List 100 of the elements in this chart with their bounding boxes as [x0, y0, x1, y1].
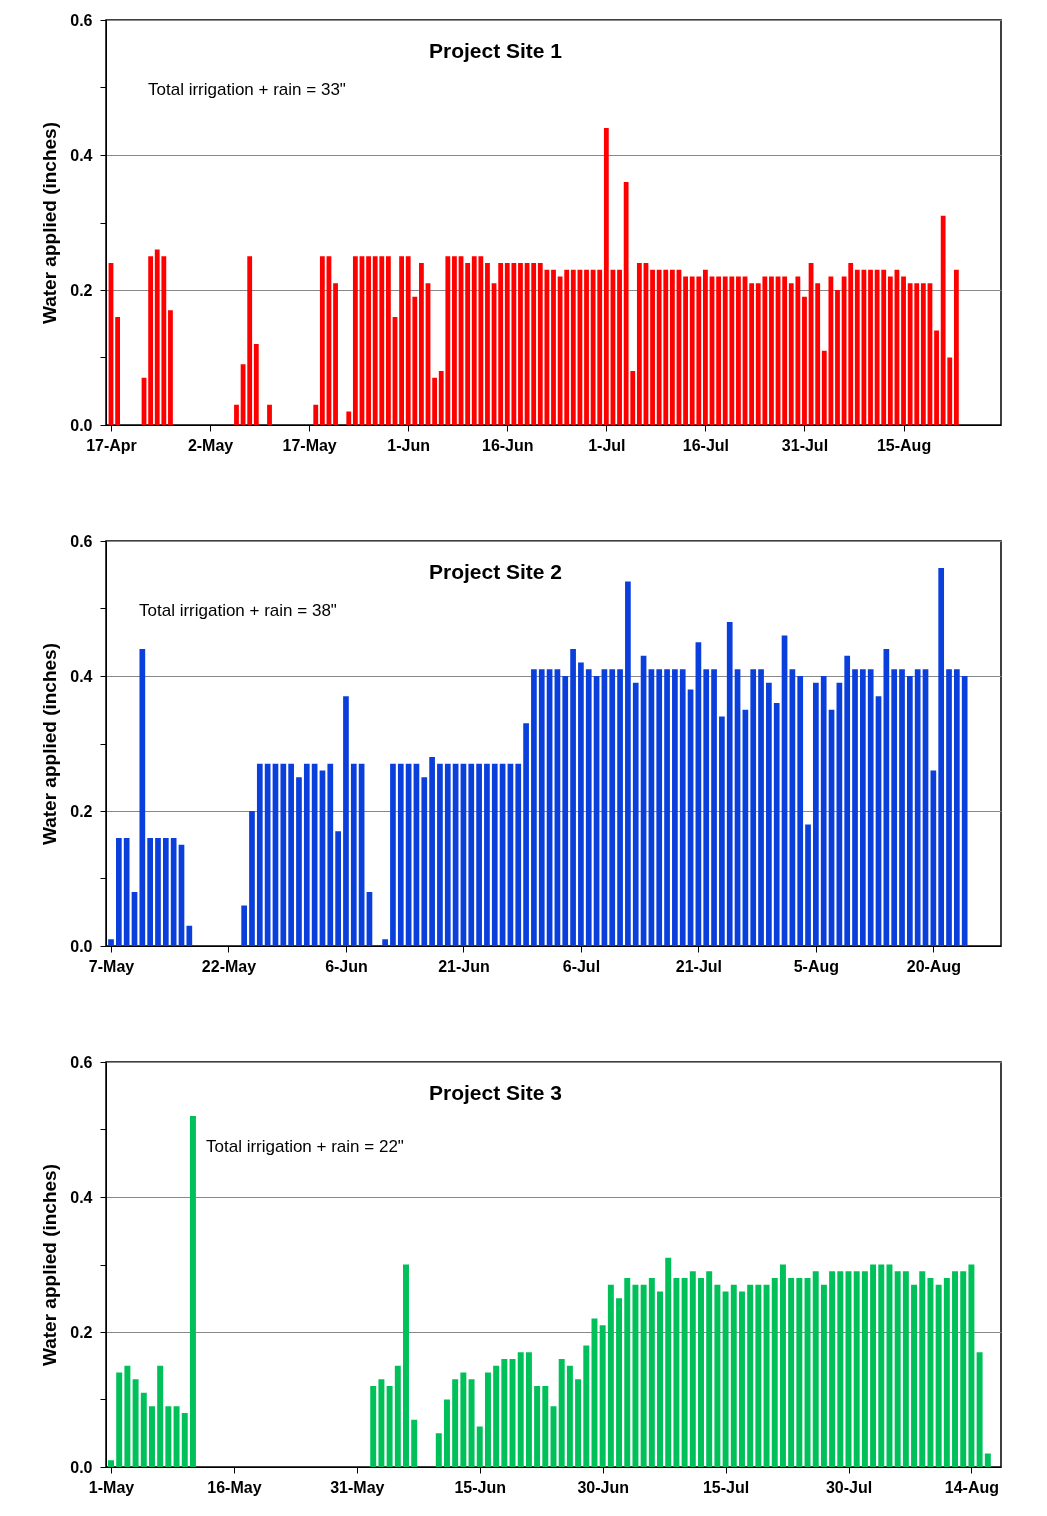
bar: [476, 763, 482, 946]
bar: [755, 1284, 762, 1467]
bar: [366, 256, 371, 425]
bar: [411, 1419, 418, 1467]
bar: [140, 1392, 147, 1467]
bar: [189, 1116, 196, 1467]
bar: [837, 1271, 844, 1467]
bar: [769, 276, 774, 425]
bar: [186, 925, 193, 946]
bar: [517, 1352, 524, 1467]
bar: [162, 838, 169, 946]
bar: [961, 676, 968, 946]
bar: [953, 669, 960, 946]
bar: [468, 763, 475, 946]
bar: [531, 263, 537, 425]
bar: [782, 276, 788, 425]
bar: [382, 939, 388, 946]
bar: [465, 263, 471, 425]
bar: [403, 1264, 409, 1467]
bar: [296, 777, 302, 946]
bar: [976, 1352, 983, 1467]
bar: [534, 1386, 541, 1467]
bar: [805, 824, 811, 946]
bar: [636, 263, 642, 425]
bar: [319, 256, 325, 425]
bar: [452, 1379, 459, 1467]
bar: [927, 1278, 934, 1467]
bar: [181, 1413, 188, 1467]
bar: [313, 404, 319, 425]
bar: [771, 1278, 778, 1467]
bar: [861, 1271, 868, 1467]
bar: [165, 1406, 172, 1467]
bar: [886, 1264, 893, 1467]
bar: [722, 1291, 729, 1467]
bar: [648, 1278, 655, 1467]
bar: [736, 276, 741, 425]
y-tick-label: 0.2: [70, 281, 93, 299]
bar: [419, 263, 424, 425]
bar: [669, 269, 675, 425]
bar: [108, 1460, 114, 1467]
bar: [813, 682, 819, 946]
bar: [835, 290, 840, 425]
bar: [584, 269, 589, 425]
bar: [523, 723, 529, 946]
y-tick-label: 0.0: [70, 937, 93, 955]
bar: [698, 1278, 704, 1467]
y-tick-label: 0.4: [70, 146, 93, 164]
x-tick-label: 21-Jul: [675, 957, 723, 975]
bar: [689, 1271, 696, 1467]
bar: [591, 1318, 598, 1467]
bar: [476, 1426, 483, 1467]
bar: [116, 1372, 123, 1467]
bar: [432, 377, 438, 425]
x-tick-label: 5-Aug: [793, 957, 840, 975]
bar: [484, 763, 490, 946]
bar: [386, 1386, 393, 1467]
bar: [946, 669, 952, 946]
bar: [853, 1271, 860, 1467]
bar: [907, 676, 913, 946]
bar: [632, 682, 639, 946]
bar: [132, 1379, 139, 1467]
bar: [333, 283, 338, 425]
bar: [616, 1298, 623, 1467]
x-tick-label: 17-Apr: [86, 436, 137, 454]
bar: [640, 1284, 647, 1467]
bar: [779, 1264, 786, 1467]
bar: [288, 763, 294, 946]
bar: [148, 256, 154, 425]
bar: [435, 1433, 442, 1467]
bar: [515, 763, 522, 946]
bar: [868, 269, 873, 425]
y-axis-title: Water applied (inches): [39, 1164, 61, 1366]
bar: [139, 649, 146, 946]
bar: [617, 669, 623, 946]
bar: [953, 269, 959, 425]
bar: [303, 763, 310, 946]
bar: [267, 404, 272, 425]
bar: [867, 669, 874, 946]
bar: [538, 669, 545, 946]
x-tick-label: 30-Jul: [825, 1478, 873, 1496]
bar: [247, 256, 253, 425]
bar: [437, 763, 443, 946]
bar: [650, 269, 655, 425]
y-axis-title: Water applied (inches): [39, 643, 61, 845]
bar: [327, 763, 334, 946]
bar: [878, 1264, 885, 1467]
x-tick-label: 31-May: [330, 1478, 385, 1496]
bar: [234, 404, 239, 425]
x-tick-label: 22-May: [201, 957, 257, 975]
bar: [899, 669, 905, 946]
bar: [256, 763, 263, 946]
bar: [703, 269, 708, 425]
bar: [681, 1278, 688, 1467]
bar: [624, 1278, 631, 1467]
bar: [711, 669, 717, 946]
bar: [852, 669, 858, 946]
bar: [148, 1406, 155, 1467]
bar: [935, 1284, 942, 1467]
bar: [938, 568, 945, 946]
y-tick-label: 0.0: [70, 416, 93, 434]
